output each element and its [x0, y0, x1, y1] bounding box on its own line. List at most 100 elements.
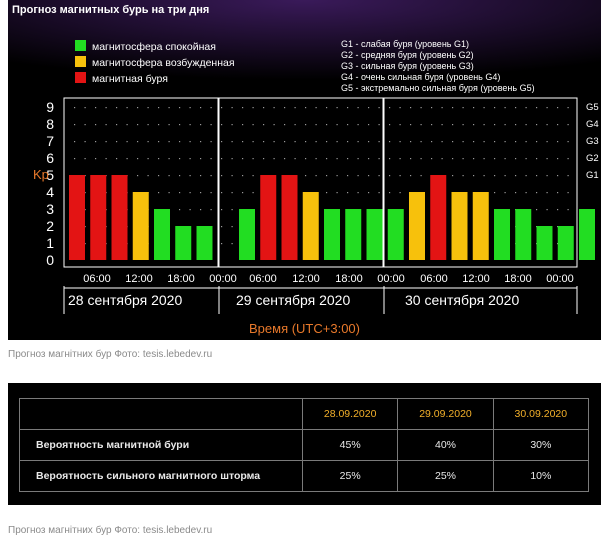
grid-dot [347, 107, 349, 109]
table-cell: 10% [492, 460, 590, 492]
grid-dot [231, 209, 233, 211]
kp-bar [494, 209, 510, 260]
grid-dot [105, 158, 107, 160]
grid-dot [462, 124, 464, 126]
grid-dot [389, 192, 391, 194]
grid-dot [189, 141, 191, 143]
x-tick-label: 12:00 [462, 273, 490, 285]
grid-dot [410, 175, 412, 177]
grid-dot [315, 141, 317, 143]
grid-dot [200, 175, 202, 177]
grid-dot [84, 175, 86, 177]
grid-dot [347, 124, 349, 126]
table-panel: 28.09.2020 29.09.2020 30.09.2020 Вероятн… [8, 383, 601, 505]
chart-caption: Прогноз магнітних бур Фото: tesis.lebede… [8, 349, 213, 360]
grid-dot [473, 175, 475, 177]
kp-bar [324, 209, 340, 260]
x-tick-label: 12:00 [125, 273, 153, 285]
grid-dot [483, 107, 485, 109]
grid-dot [294, 158, 296, 160]
y-tick-label: 4 [46, 184, 54, 200]
table-row: Вероятность сильного магнитного шторма 2… [19, 460, 590, 492]
kp-bar [345, 209, 362, 260]
g-level-label: G5 [586, 102, 599, 113]
grid-dot [347, 175, 349, 177]
grid-dot [347, 192, 349, 194]
grid-dot [473, 107, 475, 109]
grid-dot [326, 124, 328, 126]
grid-dot [284, 158, 286, 160]
grid-dot [168, 124, 170, 126]
grid-dot [326, 175, 328, 177]
grid-dot [494, 124, 496, 126]
grid-dot [536, 141, 538, 143]
kp-bar [281, 175, 298, 260]
grid-dot [263, 107, 265, 109]
grid-dot [221, 141, 223, 143]
grid-dot [368, 141, 370, 143]
grid-dot [126, 158, 128, 160]
grid-dot [536, 192, 538, 194]
grid-dot [441, 107, 443, 109]
grid-dot [263, 124, 265, 126]
grid-dot [116, 141, 118, 143]
kp-chart: Прогноз магнитных бурь на три дня магнит… [8, 0, 601, 336]
grid-dot [483, 124, 485, 126]
plot-panel-border [63, 97, 219, 268]
g-level-label: G2 [586, 153, 599, 164]
grid-dot [399, 158, 401, 160]
grid-dot [525, 175, 527, 177]
grid-dot [525, 141, 527, 143]
day-label: 30 сентября 2020 [405, 292, 519, 308]
grid-dot [210, 141, 212, 143]
grid-dot [368, 192, 370, 194]
grid-dot [546, 192, 548, 194]
grid-dot [221, 124, 223, 126]
grid-dot [315, 124, 317, 126]
grid-dot [336, 175, 338, 177]
grid-dot [252, 124, 254, 126]
grid-dot [221, 107, 223, 109]
y-tick-label: 1 [46, 235, 54, 251]
grid-dot [252, 158, 254, 160]
grid-dot [336, 124, 338, 126]
grid-dot [515, 107, 517, 109]
grid-dot [305, 175, 307, 177]
grid-dot [420, 158, 422, 160]
grid-dot [305, 107, 307, 109]
grid-dot [84, 141, 86, 143]
grid-dot [420, 175, 422, 177]
grid-dot [84, 226, 86, 228]
grid-dot [504, 175, 506, 177]
grid-dot [536, 209, 538, 211]
grid-dot [263, 158, 265, 160]
grid-dot [557, 175, 559, 177]
grid-dot [567, 192, 569, 194]
grid-dot [200, 124, 202, 126]
y-axis-label: Kp [33, 167, 49, 182]
grid-dot [231, 158, 233, 160]
grid-dot [200, 192, 202, 194]
grid-dot [95, 107, 97, 109]
grid-dot [326, 107, 328, 109]
grid-dot [557, 107, 559, 109]
grid-dot [200, 107, 202, 109]
grid-dot [567, 209, 569, 211]
grid-dot [210, 124, 212, 126]
grid-dot [389, 141, 391, 143]
grid-dot [515, 124, 517, 126]
grid-dot [399, 192, 401, 194]
grid-dot [326, 192, 328, 194]
grid-dot [525, 158, 527, 160]
kp-bar [239, 209, 255, 260]
grid-dot [231, 243, 233, 245]
grid-dot [242, 124, 244, 126]
legend-g-item: G3 - сильная буря (уровень G3) [341, 61, 474, 71]
header-glow [8, 0, 601, 100]
grid-dot [368, 158, 370, 160]
grid-dot [452, 141, 454, 143]
grid-dot [74, 158, 76, 160]
grid-dot [557, 209, 559, 211]
grid-dot [305, 141, 307, 143]
table-header-date: 29.09.2020 [397, 398, 494, 430]
